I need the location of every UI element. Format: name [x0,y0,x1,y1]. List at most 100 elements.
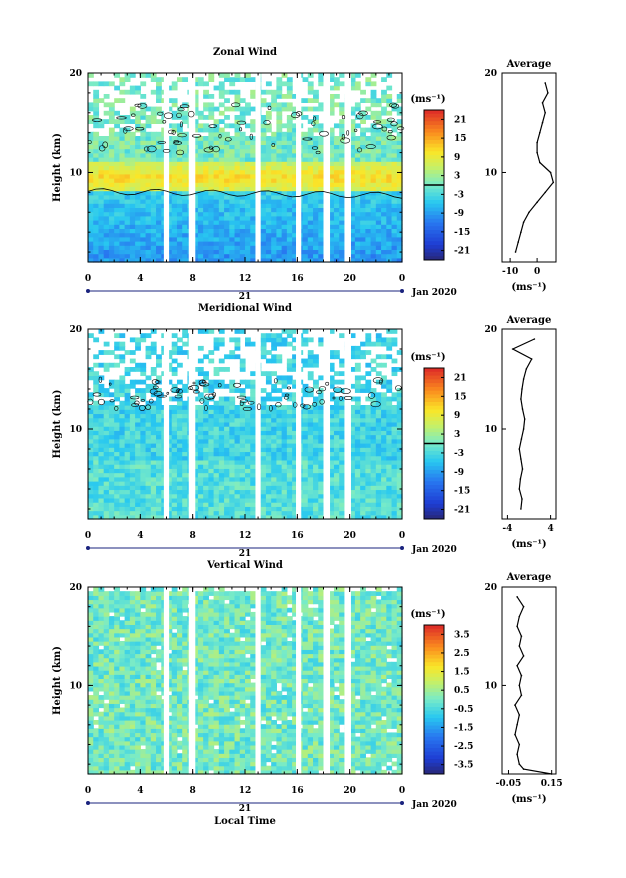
heatmap-cell [355,464,361,469]
heatmap-cell [208,153,214,158]
heatmap-cell [339,237,345,242]
heatmap-cell [214,451,220,456]
heatmap-cell [355,494,361,499]
heatmap-cell [376,220,382,225]
heatmap-cell [177,128,183,133]
heatmap-cell [308,90,314,95]
heatmap-cell [334,477,340,482]
heatmap-cell [125,439,131,444]
heatmap-cell [229,422,235,427]
heatmap-cell [360,170,366,175]
colorbar-segment [424,140,444,144]
heatmap-cell [386,405,392,410]
heatmap-cell [208,216,214,221]
heatmap-cell [151,473,157,478]
heatmap-cell [208,102,214,107]
heatmap-cell [214,220,220,225]
colorbar-segment [424,481,444,485]
heatmap-cell [271,354,277,359]
heatmap-cell [287,90,293,95]
heatmap-cell [214,426,220,431]
heatmap-cell [224,481,230,486]
heatmap-cell [177,405,183,410]
heatmap-cell [287,473,293,478]
heatmap-cell [360,119,366,124]
heatmap-cell [386,233,392,238]
heatmap-cell [104,494,110,499]
heatmap-cell [376,439,382,444]
heatmap-cell [245,241,251,246]
heatmap-cell [271,481,277,486]
heatmap-cell [229,254,235,259]
heatmap-cell [119,498,125,503]
heatmap-cell [318,254,324,259]
heatmap-cell [276,511,282,516]
heatmap-cell [93,477,99,482]
heatmap-cell [235,498,241,503]
heatmap-cell [146,170,152,175]
heatmap-cell [208,245,214,250]
heatmap-cell [203,477,209,482]
colorbar-segment [424,372,444,376]
heatmap-cell [313,136,319,141]
heatmap-cell [381,456,387,461]
heatmap-cell [208,170,214,175]
heatmap-cell [130,367,136,372]
heatmap-cell [386,397,392,402]
heatmap-cell [93,430,99,435]
heatmap-cell [392,468,398,473]
heatmap-cell [130,418,136,423]
heatmap-cell [271,506,277,511]
heatmap-cell [240,111,246,116]
heatmap-cell [229,216,235,221]
colorbar-segment [424,383,444,387]
heatmap-cell [98,430,104,435]
heatmap-cell [266,426,272,431]
colorbar-tick-label: -15 [454,228,470,238]
heatmap-cell [355,186,361,191]
heatmap-cell [276,136,282,141]
heatmap-cell [376,498,382,503]
heatmap-cell [381,254,387,259]
heatmap-cell [360,350,366,355]
heatmap-cell [104,477,110,482]
heatmap-cell [308,195,314,200]
heatmap-cell [224,212,230,217]
heatmap-cell [109,447,115,452]
heatmap-cell [282,216,288,221]
colorbar-segment [424,223,444,227]
heatmap-cell [156,191,162,196]
heatmap-cell [308,98,314,103]
heatmap-cell [318,337,324,342]
heatmap-cell [245,73,251,78]
heatmap-cell [114,254,120,259]
heatmap-cell [261,249,267,254]
heatmap-cell [386,506,392,511]
heatmap-cell [156,418,162,423]
heatmap-cell [282,228,288,233]
heatmap-cell [376,186,382,191]
heatmap-cell [203,443,209,448]
heatmap-cell [271,384,277,389]
heatmap-cell [208,132,214,137]
heatmap-cell [339,359,345,364]
heatmap-cell [313,489,319,494]
heatmap-cell [318,489,324,494]
heatmap-cell [140,464,146,469]
heatmap-cell [271,161,277,166]
heatmap-cell [229,144,235,149]
heatmap-cell [308,241,314,246]
heatmap-cell [334,81,340,86]
heatmap-cell [119,237,125,242]
heatmap-cell [114,153,120,158]
heatmap-cell [198,447,204,452]
heatmap-cell [172,397,178,402]
heatmap-cell [208,241,214,246]
heatmap-cell [130,207,136,212]
heatmap-cell [266,498,272,503]
heatmap-cell [371,132,377,137]
heatmap-cell [245,182,251,187]
heatmap-cell [303,220,309,225]
heatmap-cell [146,123,152,128]
heatmap-cell [355,216,361,221]
